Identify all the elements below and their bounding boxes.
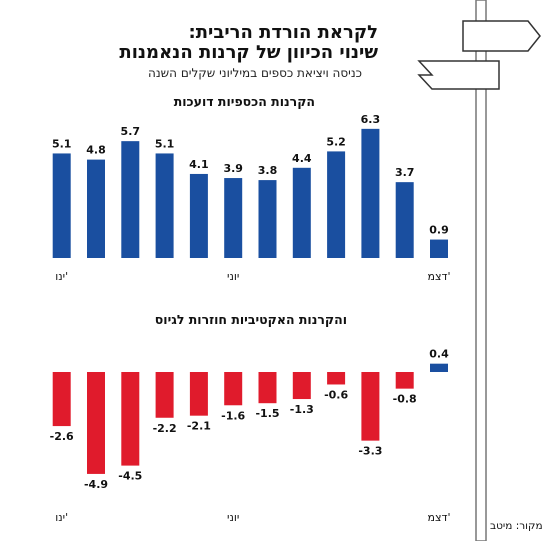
chart1-bar [121,141,140,258]
chart2-value-label: -1.3 [290,403,314,416]
chart1-value-label: 0.9 [429,224,449,237]
chart1-tick-label: דצמ' [427,270,450,283]
chart2-value-label: -0.8 [393,393,417,406]
chart1-value-label: 5.7 [121,125,141,138]
chart1-value-label: 3.9 [223,162,243,175]
chart2-value-label: -2.6 [50,430,74,443]
chart2-bar [52,372,71,427]
chart1-active-funds-up: 5.1 4.8 5.7 5.1 4.1 3.9 3.8 4.4 5.2 6.3 3.7 0.9 ינו'… [52,113,451,283]
subtitle: כניסה ויציאת כספים במיליוני שקלים השנה [148,66,362,80]
chart2-value-label: -4.5 [118,470,142,483]
chart2-bar [189,372,208,416]
chart2-bar [395,372,414,389]
chart1-value-label: 5.1 [155,137,175,150]
chart1-value-label: 4.1 [189,158,209,171]
chart1-bar [327,151,346,258]
chart1-value-label: 3.7 [395,166,415,179]
chart2-value-label: -0.6 [324,388,348,401]
chart2-title: והקרנות האקטיביות חוזרות לגיוס [154,312,347,327]
chart2-bar [430,363,448,372]
chart1-bar [395,182,414,258]
chart2-value-label: -4.9 [84,478,108,491]
chart2-bar [292,372,311,400]
chart2-tick-label: דצמ' [427,511,450,524]
chart1-tick-label: יוני [227,270,239,283]
signpost-icon [417,0,541,541]
chart2-bar [258,372,277,404]
signpost-arrow-right [462,20,541,52]
chart2-bar [327,372,346,385]
signpost-pole [475,0,487,541]
chart2-bar [155,372,174,418]
headline-line2: שינוי הכיוון של קרנות הנאמנות [119,42,378,63]
chart2-bar [121,372,140,466]
chart2-value-label: -2.2 [153,422,177,435]
headline-line1: לקראת הורדת הריבית: [188,22,378,43]
chart2-tick-label: ינו' [55,511,68,524]
chart2-value-label: -2.1 [187,420,211,433]
chart2-bar [361,372,380,441]
chart1-bar [361,128,380,258]
chart1-title: הקרנות הכספיות דועכות [173,94,315,109]
chart2-money-market-down: -2.6 -4.9 -4.5 -2.2 -2.1 -1.6 -1.5 -1.3 -0.6 -3.3… [50,348,451,524]
chart2-tick-label: יוני [227,511,239,524]
signpost-arrow-left [417,60,500,90]
chart1-bar [292,167,311,258]
chart2-value-label: -1.6 [221,409,245,422]
chart2-bar [87,372,105,474]
chart1-bar [189,173,208,258]
chart1-value-label: 4.8 [86,144,106,157]
chart1-value-label: 4.4 [292,152,312,165]
chart1-bar [430,239,448,258]
source-note: מקור: מיטב [490,520,543,532]
chart2-value-label: -3.3 [358,445,382,458]
chart1-bar [155,153,174,258]
chart1-value-label: 5.2 [326,135,346,148]
chart1-bar [87,159,105,258]
chart1-bar [224,178,243,258]
chart1-value-label: 6.3 [361,113,381,126]
chart2-value-label: -1.5 [255,407,279,420]
chart2-value-label: 0.4 [429,348,449,361]
chart1-bar [258,180,277,258]
chart1-bar [52,153,71,258]
chart1-value-label: 5.1 [52,137,72,150]
chart1-value-label: 3.8 [258,164,278,177]
chart2-bar [224,372,243,406]
chart1-tick-label: ינו' [55,270,68,283]
